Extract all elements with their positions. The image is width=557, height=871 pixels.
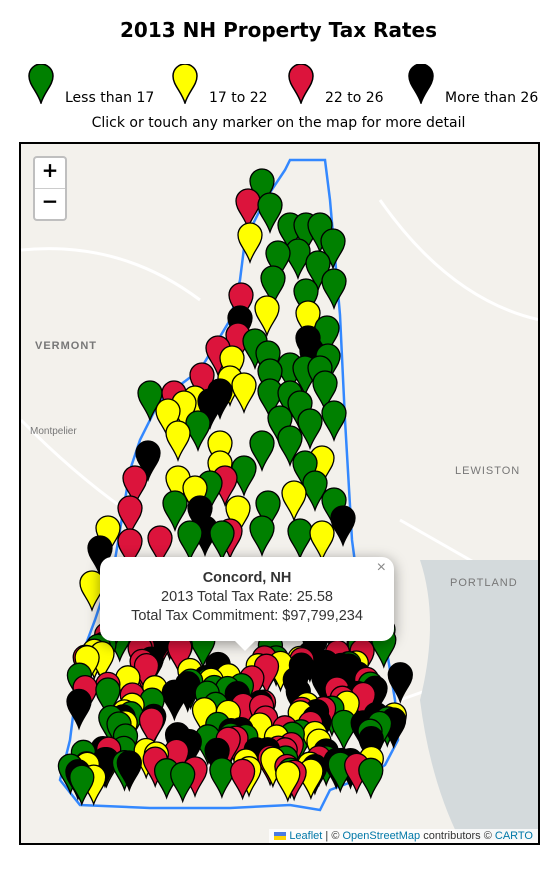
legend-label: 22 to 26 [325,90,384,106]
map[interactable]: VERMONT Montpelier LEWISTON PORTLAND + −… [19,142,540,845]
town-marker[interactable] [69,764,95,807]
town-marker[interactable] [225,495,251,538]
town-marker[interactable] [237,222,263,265]
town-marker[interactable] [249,515,275,558]
town-marker[interactable] [297,408,323,451]
attribution-text: | © [322,830,343,842]
town-marker[interactable] [287,518,313,561]
town-marker[interactable] [147,525,173,568]
town-marker[interactable] [228,282,254,325]
attribution-text: contributors © [420,830,495,842]
town-marker[interactable] [387,662,413,704]
town-marker[interactable] [281,480,307,523]
town-marker[interactable] [320,228,346,271]
zoom-out[interactable]: − [35,188,65,219]
town-marker[interactable] [117,495,143,538]
town-marker[interactable] [229,758,256,801]
legend-item: Less than 17 [28,63,154,108]
town-marker[interactable] [254,295,280,338]
legend-item: 22 to 26 [288,63,384,108]
legend-pin [28,63,54,106]
legend-label: More than 26 [445,90,539,106]
legend-item: 17 to 22 [172,63,268,108]
town-marker[interactable] [312,370,338,413]
town-marker[interactable] [277,425,303,468]
popup-tip [233,639,257,651]
town-marker[interactable] [138,707,165,750]
leaflet-link[interactable]: Leaflet [289,830,323,842]
town-marker[interactable] [122,465,148,508]
legend-item: More than 26 [408,63,538,108]
popup-rate: 2013 Total Tax Rate: 25.58 [161,589,333,605]
town-marker[interactable] [235,188,261,231]
town-marker[interactable] [161,679,188,722]
legend-label: Less than 17 [65,90,155,106]
town-marker[interactable] [293,278,319,321]
town-marker[interactable] [162,490,188,533]
road [21,199,538,702]
flag-icon [274,832,287,841]
town-marker[interactable] [117,528,143,571]
town-marker[interactable] [257,192,283,235]
map-label: LEWISTON [455,465,520,477]
town-marker[interactable] [66,688,92,731]
town-marker[interactable] [165,420,191,463]
town-marker[interactable] [116,750,142,793]
town-marker[interactable] [155,398,181,441]
osm-link[interactable]: OpenStreetMap [342,830,421,842]
title: 2013 NH Property Tax Rates [120,18,437,42]
town-marker[interactable] [135,440,161,483]
instruction: Click or touch any marker on the map for… [91,115,466,131]
town-marker[interactable] [209,520,235,563]
town-marker[interactable] [331,709,357,752]
town-marker[interactable] [177,520,203,563]
legend-pin [288,63,314,106]
popup-title: Concord, NH [202,570,292,586]
town-marker[interactable] [209,757,235,799]
town-marker[interactable] [309,520,335,563]
map-canvas: VERMONT Montpelier LEWISTON PORTLAND [21,158,538,840]
legend-label: 17 to 22 [209,90,268,106]
map-label: Montpelier [30,426,77,437]
legend-pin [408,63,434,106]
town-marker[interactable] [321,400,347,443]
attribution: Leaflet | © OpenStreetMap contributors ©… [269,829,538,843]
town-marker[interactable] [170,761,196,804]
zoom-in[interactable]: + [41,158,59,182]
town-marker[interactable] [321,268,347,311]
map-label: VERMONT [35,340,97,352]
town-marker[interactable] [265,240,291,283]
zoom-control: + − [33,156,67,221]
map-label: PORTLAND [450,577,518,589]
legend-pin [172,63,198,106]
carto-link[interactable]: CARTO [494,830,533,842]
town-marker[interactable] [249,430,275,473]
popup-commitment: Total Tax Commitment: $97,799,234 [131,608,363,624]
popup-close[interactable]: × [376,559,386,576]
town-marker[interactable] [95,677,121,720]
town-marker[interactable] [260,265,286,308]
popup: × Concord, NH 2013 Total Tax Rate: 25.58… [100,557,394,641]
town-marker[interactable] [330,505,356,548]
town-marker[interactable] [231,372,257,415]
town-marker[interactable] [275,760,301,803]
town-marker[interactable] [255,490,281,533]
town-marker[interactable] [358,757,384,800]
ocean [420,560,538,840]
town-marker[interactable] [197,388,223,431]
